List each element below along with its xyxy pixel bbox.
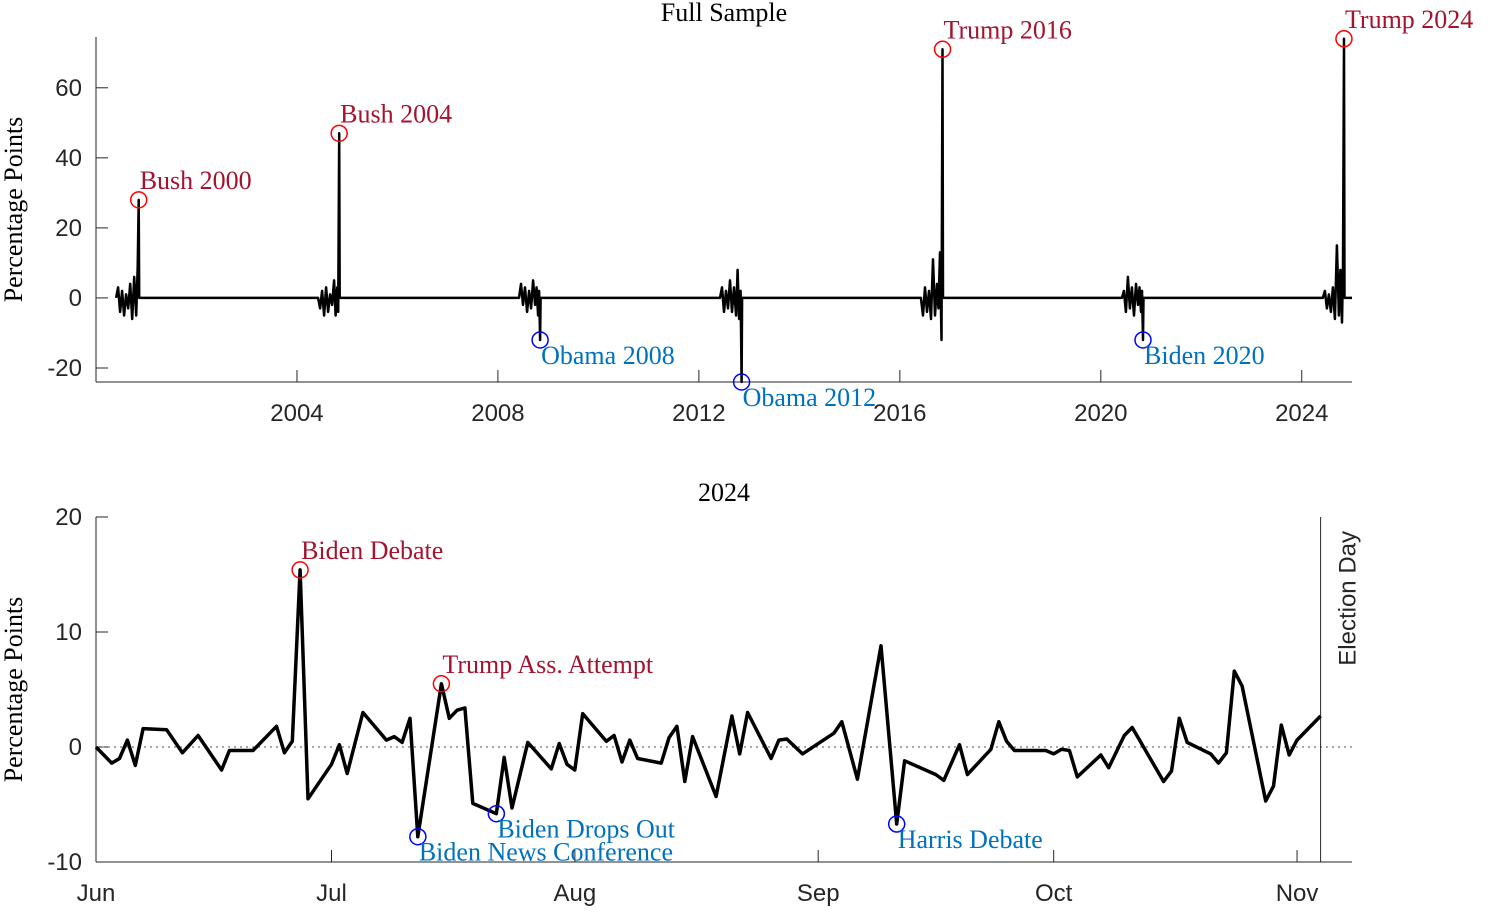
y-tick-label: 40: [55, 145, 82, 172]
x-tick-label: 2016: [873, 400, 926, 427]
annotation-label: Biden 2020: [1144, 341, 1265, 370]
y-tick-label: 0: [69, 285, 82, 312]
x-tick-label: Oct: [1035, 880, 1073, 907]
chart-title: 2024: [698, 478, 750, 507]
annotation-marker: [409, 827, 427, 846]
annotation-marker: [291, 561, 309, 579]
annotation-label: Trump Ass. Attempt: [442, 650, 653, 679]
annotation-marker: [1134, 331, 1152, 349]
x-tick-label: Jul: [316, 880, 347, 907]
annotation-label: Trump 2016: [944, 15, 1072, 44]
election-day-label: Election Day: [1335, 531, 1362, 666]
y-tick-label: 20: [55, 215, 82, 242]
annotation-marker: [732, 373, 751, 391]
data-line: [114, 37, 1352, 384]
annotation-marker: [531, 331, 549, 349]
data-line: [94, 568, 1322, 839]
annotation-label: Harris Debate: [898, 825, 1043, 854]
chart-title: Full Sample: [661, 0, 787, 27]
annotation-marker: [129, 191, 148, 209]
y-tick-label: 60: [55, 75, 82, 102]
annotation-marker: [1335, 30, 1353, 48]
annotation-label: Biden Drops Out: [497, 815, 675, 844]
annotation-marker: [432, 675, 451, 693]
annotation-label: Biden Debate: [301, 536, 443, 565]
x-tick-label: Jun: [77, 880, 116, 907]
annotation-marker: [487, 804, 506, 823]
y-axis-label: Percentage Points: [0, 597, 28, 783]
x-tick-label: 2024: [1275, 400, 1328, 427]
x-tick-label: 2004: [270, 400, 323, 427]
y-tick-label: 10: [55, 619, 82, 646]
y-axis-label: Percentage Points: [0, 117, 28, 303]
annotation-label: Obama 2012: [743, 383, 877, 412]
annotation-label: Bush 2000: [140, 166, 252, 195]
y-tick-label: -20: [47, 355, 82, 382]
annotation-label: Bush 2004: [340, 99, 452, 128]
x-tick-label: 2020: [1074, 400, 1127, 427]
annotation-marker: [330, 124, 348, 143]
y-tick-label: 0: [69, 734, 82, 761]
x-tick-label: Nov: [1276, 880, 1319, 907]
x-tick-label: 2008: [471, 400, 524, 427]
x-tick-label: 2012: [672, 400, 725, 427]
y-tick-label: 20: [55, 504, 82, 531]
annotation-label: Biden News Conference: [419, 838, 673, 867]
annotation-label: Obama 2008: [541, 341, 675, 370]
x-tick-label: Aug: [553, 880, 596, 907]
annotation-marker: [887, 815, 906, 833]
annotation-label: Trump 2024: [1345, 5, 1473, 34]
y-tick-label: -10: [47, 849, 82, 876]
x-tick-label: Sep: [797, 880, 840, 907]
annotation-marker: [933, 40, 952, 59]
